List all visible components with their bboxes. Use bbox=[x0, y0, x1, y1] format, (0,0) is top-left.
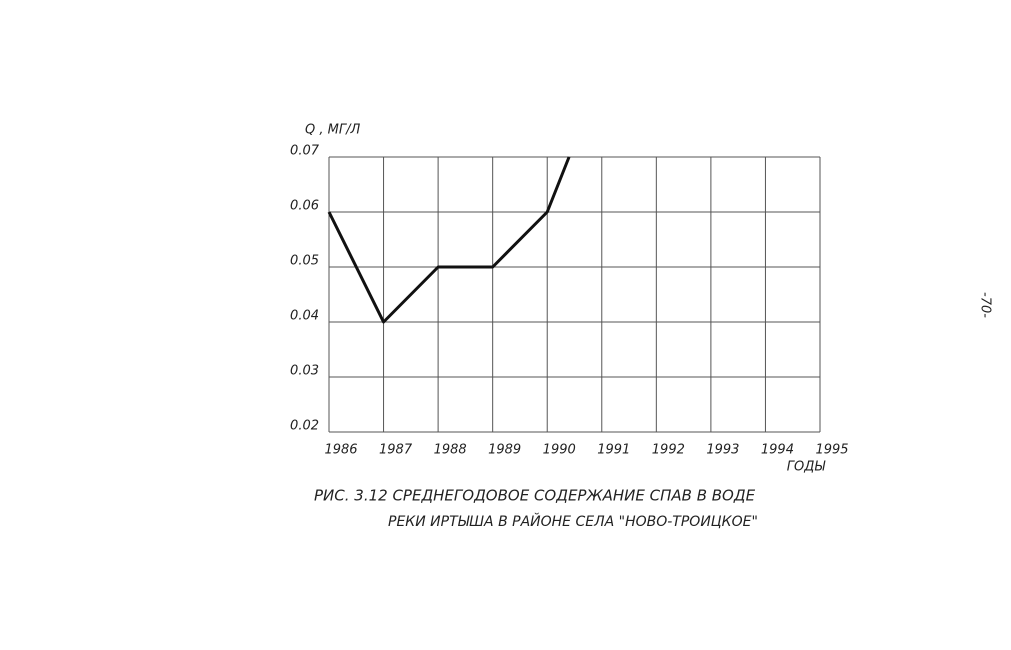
x-tick-label: 1988 bbox=[434, 443, 467, 458]
x-tick-label: 1994 bbox=[761, 443, 794, 458]
y-tick-label: 0.06 bbox=[290, 199, 319, 214]
y-tick-label: 0.05 bbox=[290, 254, 319, 269]
page-number: -70- bbox=[978, 292, 993, 318]
x-tick-label: 1993 bbox=[706, 443, 739, 458]
x-tick-label: 1986 bbox=[324, 443, 357, 458]
y-axis-label: Q , МГ/Л bbox=[305, 123, 360, 138]
y-tick-label: 0.07 bbox=[290, 144, 320, 159]
data-line bbox=[327, 156, 571, 324]
x-tick-label: 1987 bbox=[379, 443, 413, 458]
caption-line: РЕКИ ИРТЫША В РАЙОНЕ СЕЛА "НОВО-ТРОИЦКОЕ… bbox=[388, 512, 758, 530]
y-tick-label: 0.02 bbox=[290, 419, 319, 434]
x-tick-label: 1990 bbox=[543, 443, 576, 458]
x-tick-label: 1992 bbox=[652, 443, 685, 458]
y-tick-label: 0.04 bbox=[290, 309, 319, 324]
x-tick-label: 1989 bbox=[488, 443, 521, 458]
y-tick-label: 0.03 bbox=[290, 364, 319, 379]
x-tick-label: 1995 bbox=[815, 443, 848, 458]
x-axis-label: ГОДЫ bbox=[787, 460, 827, 475]
x-tick-label: 1991 bbox=[597, 443, 630, 458]
caption-line: РИС. 3.12 СРЕДНЕГОДОВОЕ СОДЕРЖАНИЕ СПАВ … bbox=[314, 487, 756, 505]
